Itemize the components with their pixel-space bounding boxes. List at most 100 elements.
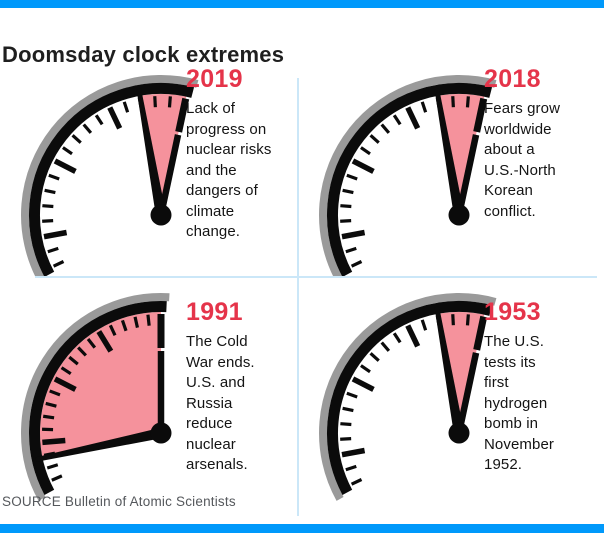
textblock-2019: 2019 Lack of progress on nuclear risks a… [186,65,297,243]
clock-rim-arc [29,83,195,277]
divider-horizontal [35,276,597,278]
minute-tick [420,319,428,331]
bottom-accent-bar [0,524,604,533]
midnight-tick [473,315,488,351]
five-minute-tick [351,376,375,392]
panel-1953: 1953 The U.S. tests its first hydrogen b… [298,278,604,517]
minute-tick [380,341,391,352]
doomsday-clock-2018 [298,60,604,277]
doomsday-clock-1953 [298,278,604,517]
five-minute-tick [341,447,366,458]
five-minute-tick [107,106,123,130]
page-title: Doomsday clock extremes [2,41,285,67]
minute-tick [153,96,157,108]
clock-rim-arc [327,83,493,277]
minute-tick [146,314,151,326]
minute-tick [42,219,54,223]
minute-hand [434,88,465,216]
doomsday-clock-1991 [0,278,297,517]
minute-hand [136,88,167,216]
tick-marks [42,314,165,482]
textblock-1991: 1991 The Cold War ends. U.S. and Russia … [186,298,297,476]
minute-hand [434,306,465,434]
minute-tick [108,324,117,336]
minute-tick [82,123,93,134]
minute-tick [44,188,56,195]
minute-tick [360,146,371,156]
minute-tick [420,101,428,113]
minutes-to-midnight-wedge [139,93,187,215]
minute-tick [77,346,87,357]
minute-tick [47,246,59,254]
minute-tick [52,260,65,268]
year-label: 2018 [484,65,541,93]
minute-tick [360,364,371,374]
tick-marks [340,314,488,486]
minute-tick [451,314,455,326]
hour-hand [455,352,480,434]
outer-gray-arc [21,293,170,501]
minute-tick [350,260,363,268]
clock-face-svg [319,75,497,277]
five-minute-tick [43,229,68,240]
clock-rim-arc [327,301,493,495]
minutes-to-midnight-wedge [39,312,161,459]
minute-tick [167,96,172,108]
source-note: SOURCE Bulletin of Atomic Scientists [2,494,236,509]
five-minute-tick [341,229,366,240]
clock-hub [448,422,470,444]
clock-rim-arc [29,301,167,495]
year-label: 1991 [186,298,243,326]
divider-vertical [297,78,299,516]
year-label: 1953 [484,298,541,326]
clock-face-svg [319,293,497,501]
minute-tick [465,314,470,326]
minute-tick [120,319,128,332]
minute-tick [94,114,104,126]
minute-hand [35,427,163,462]
five-minute-tick [405,106,421,130]
year-label: 2019 [186,65,243,93]
hour-hand [157,134,182,216]
minute-tick [68,355,79,366]
clock-face-svg [21,293,172,501]
five-minute-tick [405,324,421,348]
minute-tick [62,146,73,156]
minute-tick [342,406,354,413]
minute-tick [340,422,352,427]
textblock-2018: 2018 Fears grow worldwide about a U.S.-N… [484,65,602,222]
outer-gray-arc [319,75,497,277]
minute-tick [42,204,54,209]
minute-tick [71,134,82,144]
outer-gray-arc [319,293,497,501]
tick-marks [340,96,488,268]
minute-tick [345,464,357,472]
minute-tick [45,401,57,408]
five-minute-tick [351,158,375,174]
outer-gray-arc [21,75,199,277]
panel-2018: 2018 Fears grow worldwide about a U.S.-N… [298,60,604,277]
five-minute-tick [53,158,77,174]
midnight-tick [473,97,488,133]
minute-tick [392,114,402,126]
minute-tick [465,96,470,108]
minute-tick [48,173,60,181]
clock-face-svg [21,75,199,277]
tick-marks [42,96,190,268]
minute-tick [369,352,380,362]
minute-tick [346,391,358,399]
hour-hand [455,134,480,216]
five-minute-tick [53,376,77,392]
minute-tick [51,474,63,482]
clock-hub [150,204,172,226]
minute-tick [122,101,130,113]
minutes-to-midnight-wedge [437,311,485,433]
minute-tick [392,332,402,344]
doomsday-clock-2019 [0,60,297,277]
minute-tick [340,437,352,441]
year-description: The U.S. tests its first hydrogen bomb i… [484,333,554,473]
minute-tick [369,134,380,144]
minute-tick [342,188,354,195]
clock-hub [150,422,172,444]
minute-tick [380,123,391,134]
